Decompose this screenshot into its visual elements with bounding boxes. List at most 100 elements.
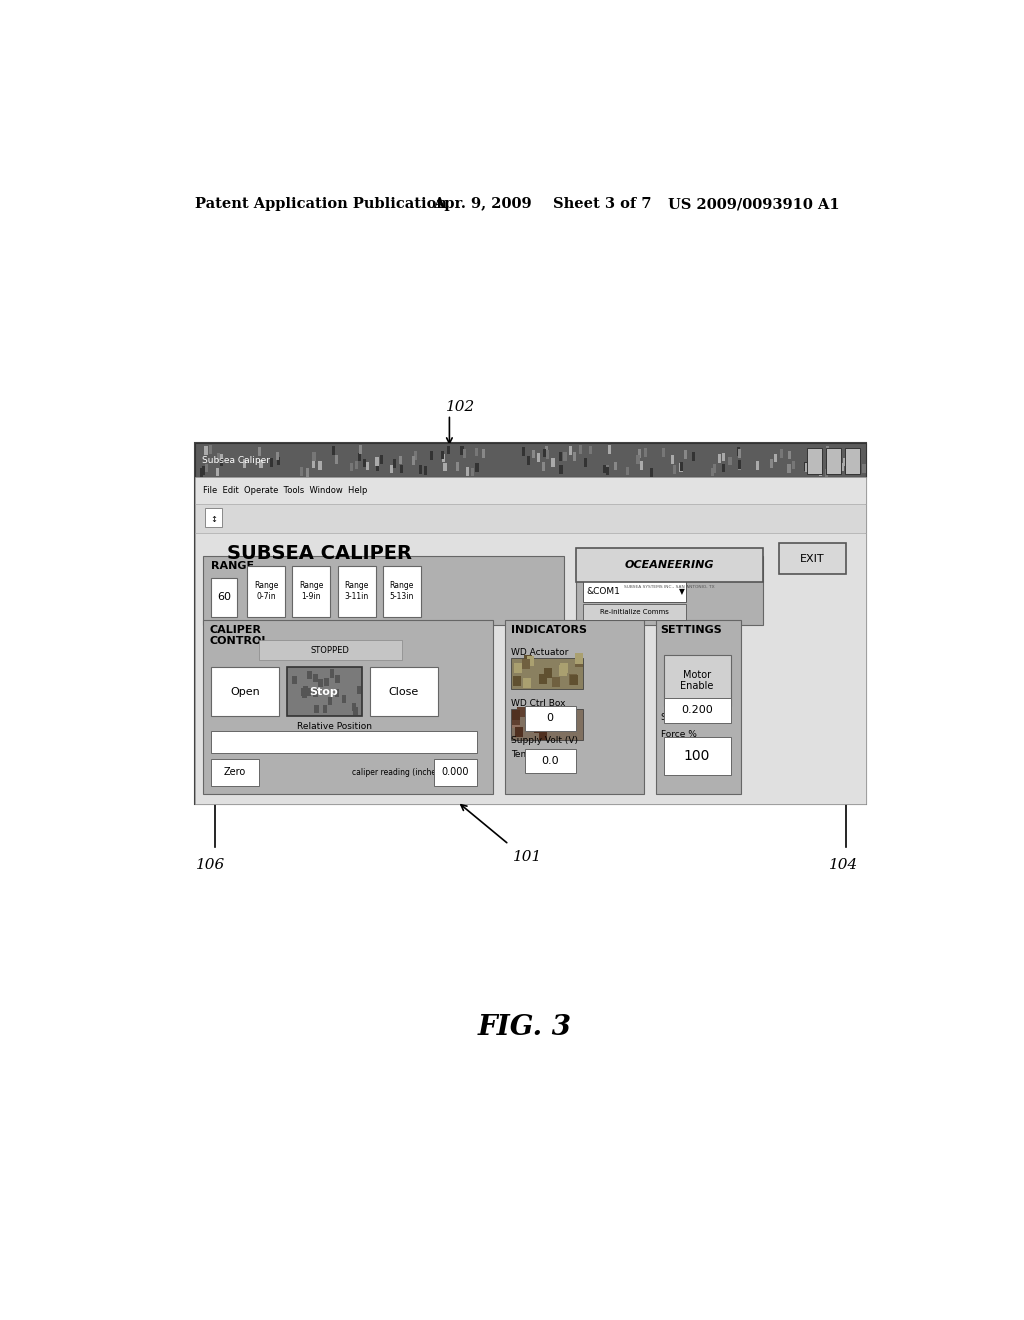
FancyBboxPatch shape xyxy=(196,504,866,533)
Bar xyxy=(332,446,335,454)
FancyBboxPatch shape xyxy=(524,706,577,731)
Bar xyxy=(216,467,219,477)
Bar xyxy=(787,450,792,459)
FancyBboxPatch shape xyxy=(370,668,437,717)
Bar xyxy=(399,465,403,474)
Bar xyxy=(563,451,566,461)
Text: INDICATORS: INDICATORS xyxy=(511,624,588,635)
Bar xyxy=(446,446,450,454)
Bar xyxy=(546,450,549,459)
Text: File  Edit  Operate  Tools  Window  Help: File Edit Operate Tools Window Help xyxy=(204,486,368,495)
FancyBboxPatch shape xyxy=(204,619,494,793)
Bar xyxy=(515,727,523,737)
Bar xyxy=(564,706,571,715)
Bar xyxy=(353,708,358,715)
Text: 106: 106 xyxy=(196,858,224,871)
Bar xyxy=(846,450,849,458)
Bar xyxy=(793,461,796,469)
Bar xyxy=(216,454,220,462)
Bar xyxy=(219,458,223,466)
Bar xyxy=(826,446,829,454)
Bar xyxy=(841,462,844,471)
Bar xyxy=(805,463,808,471)
Text: Close: Close xyxy=(388,686,419,697)
FancyBboxPatch shape xyxy=(247,566,285,616)
Bar xyxy=(259,459,262,469)
Bar xyxy=(569,446,572,455)
Bar xyxy=(574,657,583,667)
Bar xyxy=(335,676,340,684)
Text: Open: Open xyxy=(230,686,260,697)
Text: OCEANEERING: OCEANEERING xyxy=(625,560,715,570)
Bar xyxy=(862,465,865,473)
FancyBboxPatch shape xyxy=(196,444,866,478)
Bar xyxy=(351,702,356,710)
FancyBboxPatch shape xyxy=(287,668,362,717)
Bar xyxy=(390,465,393,474)
Bar xyxy=(738,449,741,458)
Bar xyxy=(814,466,817,475)
Bar xyxy=(471,467,474,477)
Bar xyxy=(843,458,846,466)
Text: Supply Volt (V): Supply Volt (V) xyxy=(511,735,579,744)
Bar xyxy=(543,449,546,457)
FancyBboxPatch shape xyxy=(583,605,686,619)
Bar xyxy=(552,458,555,466)
FancyBboxPatch shape xyxy=(383,566,421,616)
Text: SUBSEA SYSTEMS INC., SAN ANTONIO, TX: SUBSEA SYSTEMS INC., SAN ANTONIO, TX xyxy=(625,585,715,589)
Bar xyxy=(463,449,466,458)
Text: ↕: ↕ xyxy=(210,516,217,524)
Text: Temp (deg F): Temp (deg F) xyxy=(511,750,570,759)
Bar xyxy=(531,450,535,458)
Text: US 2009/0093910 A1: US 2009/0093910 A1 xyxy=(668,197,840,211)
Bar xyxy=(301,688,306,696)
Bar xyxy=(640,461,643,470)
Text: FIG. 3: FIG. 3 xyxy=(478,1014,571,1041)
Bar xyxy=(825,469,828,478)
Bar xyxy=(482,449,485,458)
Bar xyxy=(539,730,547,739)
Bar xyxy=(663,447,666,457)
Text: &COM1: &COM1 xyxy=(586,586,620,595)
Bar xyxy=(350,463,353,471)
Bar xyxy=(539,673,547,684)
Bar xyxy=(554,710,562,719)
Text: Patent Application Publication: Patent Application Publication xyxy=(196,197,447,211)
Bar xyxy=(542,462,545,471)
FancyBboxPatch shape xyxy=(505,619,644,793)
Bar xyxy=(680,462,683,470)
Bar xyxy=(849,462,852,470)
FancyBboxPatch shape xyxy=(807,447,822,474)
Text: 102: 102 xyxy=(445,400,475,414)
Bar xyxy=(311,459,315,467)
Bar xyxy=(292,676,297,685)
FancyBboxPatch shape xyxy=(211,731,477,752)
FancyBboxPatch shape xyxy=(524,748,577,774)
Bar xyxy=(318,462,322,470)
Text: Zero: Zero xyxy=(224,767,246,777)
Bar xyxy=(442,454,445,462)
Bar xyxy=(787,465,791,473)
Bar xyxy=(526,656,535,665)
Bar xyxy=(855,458,858,466)
Text: Stop: Stop xyxy=(309,686,338,697)
Text: Apr. 9, 2009: Apr. 9, 2009 xyxy=(433,197,532,211)
Bar xyxy=(673,465,676,474)
Bar xyxy=(424,466,427,475)
Bar xyxy=(441,451,444,459)
Bar xyxy=(342,696,346,704)
Bar xyxy=(209,445,212,454)
Bar xyxy=(684,450,687,459)
FancyBboxPatch shape xyxy=(845,447,860,474)
Bar xyxy=(362,459,366,467)
Bar xyxy=(738,461,741,469)
Bar xyxy=(522,659,529,669)
Bar xyxy=(202,466,205,475)
Bar xyxy=(537,454,540,462)
Bar xyxy=(552,677,560,688)
Bar xyxy=(650,469,653,477)
Bar xyxy=(475,463,478,473)
Bar xyxy=(671,455,674,465)
Bar xyxy=(300,467,303,477)
Text: 0: 0 xyxy=(547,713,554,723)
